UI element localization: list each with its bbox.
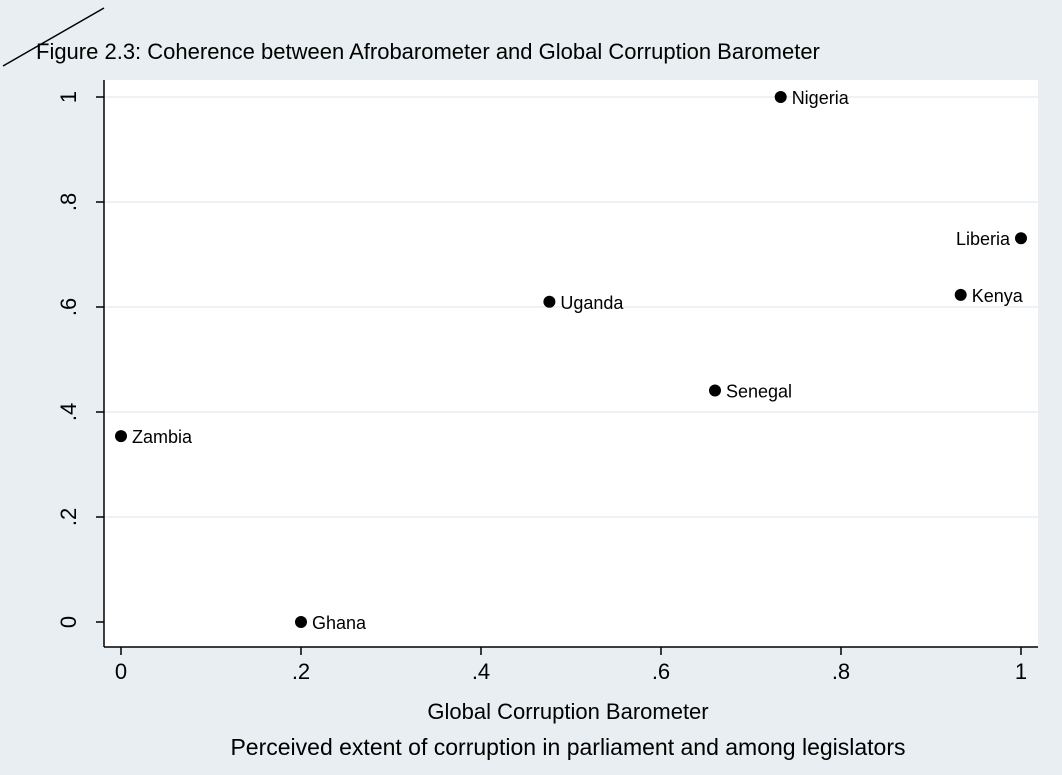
point-label: Nigeria bbox=[792, 88, 850, 108]
y-tick-label: 0 bbox=[56, 616, 81, 628]
y-tick-label: .2 bbox=[56, 508, 81, 526]
grid-lines bbox=[104, 96, 1038, 518]
y-ticks: 0 .2 .4 .6 .8 1 bbox=[56, 91, 104, 628]
x-tick-label: .2 bbox=[292, 659, 310, 684]
point-label: Zambia bbox=[132, 427, 193, 447]
y-tick-label: 1 bbox=[56, 91, 81, 103]
x-tick-label: 0 bbox=[115, 659, 127, 684]
chart-caption: Perceived extent of corruption in parlia… bbox=[230, 734, 905, 760]
point-label: Uganda bbox=[560, 293, 624, 313]
data-point bbox=[954, 288, 967, 301]
x-tick-label: 1 bbox=[1015, 659, 1027, 684]
point-label: Liberia bbox=[956, 229, 1011, 249]
plot-area bbox=[104, 80, 1038, 647]
x-tick-label: .8 bbox=[832, 659, 850, 684]
point-label: Ghana bbox=[312, 613, 367, 633]
corner-slash bbox=[2, 7, 105, 67]
data-point bbox=[1015, 232, 1027, 245]
y-tick-label: .4 bbox=[56, 403, 81, 421]
x-axis-title: Global Corruption Barometer bbox=[427, 699, 708, 724]
data-point bbox=[543, 295, 556, 308]
x-tick-label: .4 bbox=[472, 659, 490, 684]
x-tick-label: .6 bbox=[652, 659, 670, 684]
chart-title: Figure 2.3: Coherence between Afrobarome… bbox=[36, 39, 820, 64]
point-label: Kenya bbox=[972, 286, 1024, 306]
y-tick-label: .8 bbox=[56, 193, 81, 211]
y-tick-label: .6 bbox=[56, 298, 81, 316]
data-point bbox=[295, 616, 307, 628]
data-point bbox=[709, 384, 721, 397]
x-ticks: 0 .2 .4 .6 .8 1 bbox=[115, 647, 1027, 684]
data-point bbox=[115, 430, 127, 443]
data-point bbox=[774, 91, 787, 103]
data-points: Nigeria Liberia Kenya Uganda Senegal Zambia Gh… bbox=[115, 88, 1027, 633]
point-label: Senegal bbox=[726, 381, 792, 401]
